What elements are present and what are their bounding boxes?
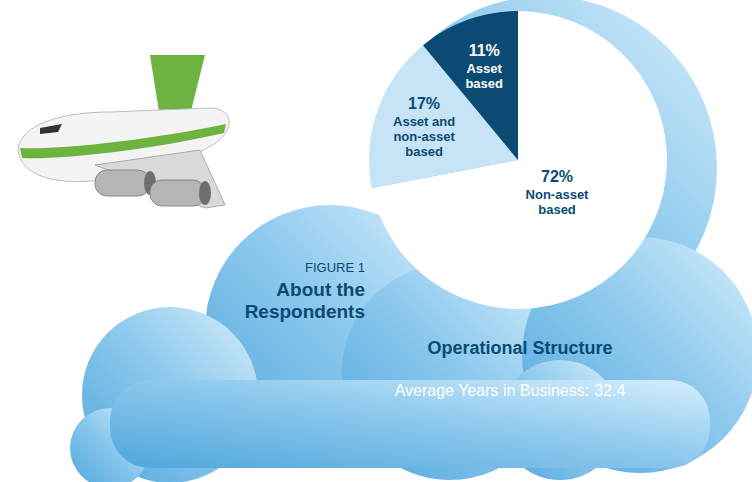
title-line: Respondents — [245, 301, 365, 322]
slice-value: 17% — [408, 95, 440, 112]
slice-category: non-asset — [393, 129, 455, 144]
plane-wing — [95, 150, 225, 208]
average-years-value: 32.4 — [594, 382, 625, 399]
chart: 72%Non-assetbased17%Asset andnon-assetba… — [0, 0, 752, 482]
slice-category: based — [405, 144, 443, 159]
slice-value: 72% — [541, 168, 573, 185]
plane-engine-intake — [199, 181, 211, 205]
cloud-base — [110, 380, 710, 468]
average-years: Average Years in Business:32.4 — [395, 382, 626, 399]
slice-category: Non-asset — [526, 187, 590, 202]
airplane — [18, 55, 229, 208]
slice-labels: 72%Non-assetbased17%Asset andnon-assetba… — [393, 42, 589, 217]
cloud — [70, 0, 752, 482]
figure-label: FIGURE 1 — [305, 260, 365, 275]
slice-category: based — [465, 76, 503, 91]
slice-category: based — [538, 202, 576, 217]
slice-label: 17% Asset andnon-assetbased — [393, 95, 455, 159]
slice-category: Asset — [466, 61, 502, 76]
slice-category: Asset and — [393, 114, 455, 129]
title-line: About the — [276, 279, 365, 300]
title: About theRespondents — [245, 279, 365, 322]
slice-label: 72% Non-assetbased — [526, 168, 590, 217]
slice-value: 11% — [469, 42, 500, 59]
pie — [369, 11, 667, 309]
plane-engine — [150, 180, 205, 206]
subtitle: Operational Structure — [427, 338, 612, 358]
slice-label: 11% Assetbased — [465, 42, 503, 91]
plane-window — [40, 124, 62, 134]
average-years-label: Average Years in Business: — [395, 382, 590, 399]
plane-engine — [95, 170, 150, 196]
